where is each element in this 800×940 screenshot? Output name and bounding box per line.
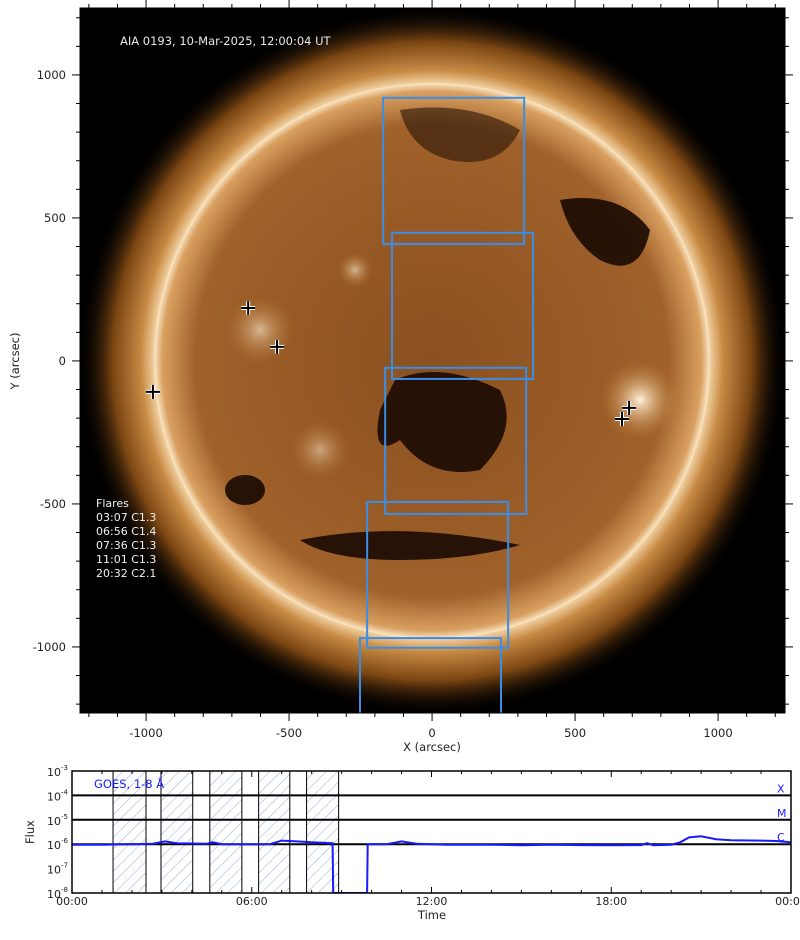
hatched-interval <box>112 770 147 894</box>
active-region-east <box>225 295 295 365</box>
flux-tick-base: 10 <box>47 815 61 828</box>
flux-tick-label: 10-5 <box>47 813 68 828</box>
goes-flux-line <box>72 835 791 893</box>
x-tick-label: 0 <box>428 726 435 740</box>
class-label: M <box>777 807 787 820</box>
flare-marker-cross <box>614 411 629 426</box>
flare-marker-plus-icon <box>145 384 160 399</box>
time-tick-label: 00:00 <box>775 895 800 908</box>
hatched-interval <box>209 770 243 894</box>
flares-legend-title: Flares <box>96 497 129 510</box>
flare-marker-plus-icon <box>241 301 256 316</box>
class-label: X <box>777 782 785 795</box>
time-tick-label: 06:00 <box>236 895 268 908</box>
flare-marker-cross <box>622 400 637 415</box>
flare-marker-plus-icon <box>622 400 637 415</box>
flare-marker-cross <box>145 384 160 399</box>
goes-x-axis-label: Time <box>417 908 446 922</box>
flux-tick-label: 10-7 <box>47 862 68 877</box>
flare-marker-plus-icon <box>614 411 629 426</box>
flare-marker-plus-icon <box>270 339 285 354</box>
flux-tick-label: 10-8 <box>47 886 68 901</box>
flux-tick-exponent: -7 <box>61 862 68 870</box>
flares-legend-entry: 20:32 C2.1 <box>96 567 156 580</box>
flux-tick-label: 10-3 <box>47 764 68 779</box>
time-tick-label: 12:00 <box>416 895 448 908</box>
x-tick-label: -500 <box>276 726 302 740</box>
flux-tick-exponent: -3 <box>61 764 68 772</box>
active-region-southeast <box>290 420 350 480</box>
flares-legend-entry: 06:56 C1.4 <box>96 525 156 538</box>
flare-marker-cross <box>241 301 256 316</box>
fov-box <box>382 96 526 245</box>
flux-tick-exponent: -4 <box>61 788 69 796</box>
flux-tick-base: 10 <box>47 766 61 779</box>
aia-image <box>80 8 785 713</box>
flux-tick-base: 10 <box>47 864 61 877</box>
x-tick-label: 1000 <box>703 726 732 740</box>
image-title: AIA 0193, 10-Mar-2025, 12:00:04 UT <box>120 34 332 48</box>
active-region-north <box>337 252 373 288</box>
flares-legend-entry: 11:01 C1.3 <box>96 553 156 566</box>
flux-tick-base: 10 <box>47 839 61 852</box>
x-axis-label: X (arcsec) <box>403 740 461 754</box>
goes-legend-label: GOES, 1-8 Å <box>94 776 164 791</box>
fov-box <box>384 366 528 515</box>
time-tick-label: 00:00 <box>56 895 88 908</box>
active-region-west <box>600 360 680 440</box>
x-tick-label: 500 <box>564 726 586 740</box>
fov-box <box>391 231 535 380</box>
flux-tick-label: 10-6 <box>47 837 69 852</box>
class-label: C <box>777 831 785 844</box>
flares-legend-entry: 03:07 C1.3 <box>96 511 156 524</box>
flares-legend: Flares 03:07 C1.3 06:56 C1.4 07:36 C1.3 … <box>96 497 156 580</box>
y-tick-label: 500 <box>44 211 66 225</box>
flux-tick-base: 10 <box>47 790 61 803</box>
flux-tick-label: 10-4 <box>47 788 69 803</box>
y-tick-label: 0 <box>59 354 66 368</box>
y-tick-label: 1000 <box>37 68 66 82</box>
y-axis-label: Y (arcsec) <box>8 333 22 391</box>
fov-box <box>366 500 510 649</box>
flares-legend-entry: 07:36 C1.3 <box>96 539 156 552</box>
flux-tick-exponent: -5 <box>61 813 68 821</box>
coronal-holes <box>225 107 650 560</box>
time-tick-label: 18:00 <box>595 895 627 908</box>
flux-tick-base: 10 <box>47 888 61 901</box>
y-tick-label: -1000 <box>33 640 66 654</box>
fov-box <box>358 637 502 713</box>
flux-tick-exponent: -6 <box>61 837 69 845</box>
flare-marker-cross <box>270 339 285 354</box>
goes-y-axis-label: Flux <box>23 820 37 844</box>
hatched-interval <box>160 770 194 894</box>
x-tick-label: -1000 <box>129 726 162 740</box>
hatched-interval <box>258 770 291 894</box>
y-tick-label: -500 <box>40 497 66 511</box>
flux-tick-exponent: -8 <box>61 886 68 894</box>
